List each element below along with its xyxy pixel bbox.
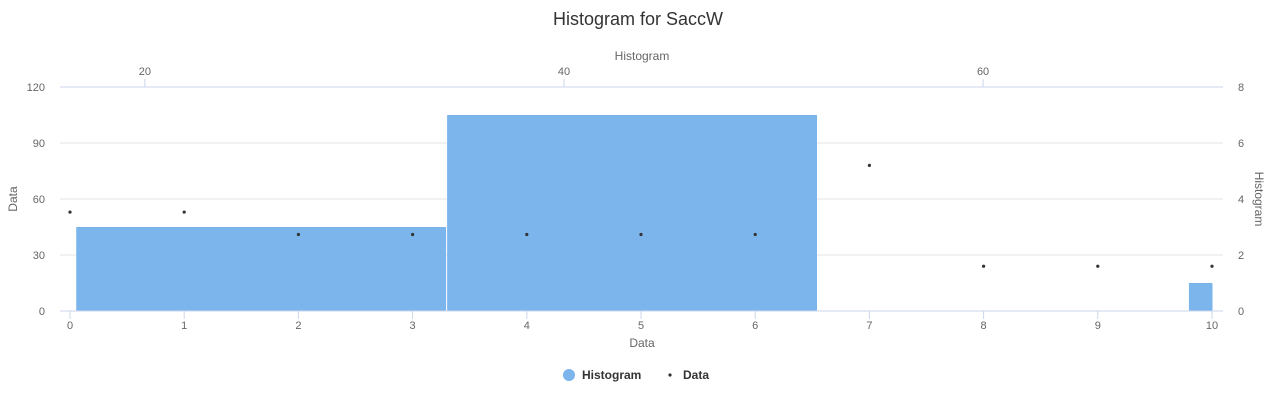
legend-histogram-marker [563,369,575,381]
legend: Histogram Data [563,368,709,382]
histogram-bar [76,227,447,311]
tick-label: 1 [181,320,187,332]
legend-data-label: Data [683,368,709,382]
data-points [68,163,1214,268]
data-point [982,264,986,268]
x-bottom-axis-title: Data [629,336,655,350]
data-point [1210,264,1214,268]
tick-label: 5 [638,320,644,332]
data-point [753,232,757,237]
tick-label: 40 [558,66,570,78]
tick-label: 7 [866,320,872,332]
bottom-axis-ticks: 0 1 2 3 4 5 6 7 8 9 10 [67,311,1218,332]
data-point [296,232,300,237]
tick-label: 2 [295,320,301,332]
data-point [525,232,529,237]
y-left-axis-title: Data [6,186,20,212]
tick-label: 4 [524,320,530,332]
data-point [1096,264,1100,268]
tick-label: 6 [1238,138,1244,150]
right-axis-ticks: 0 2 4 6 8 [1238,82,1244,318]
tick-label: 3 [410,320,416,332]
y-right-axis-title: Histogram [1252,172,1266,227]
x-top-axis-title: Histogram [615,49,670,63]
legend-item-histogram[interactable]: Histogram [563,368,641,382]
data-point [68,210,72,214]
tick-label: 4 [1238,194,1244,206]
tick-label: 6 [752,320,758,332]
tick-label: 8 [1238,82,1244,94]
legend-item-data[interactable]: Data [668,368,709,382]
data-point [411,232,415,237]
histogram-bars [76,115,1213,311]
tick-label: 0 [67,320,73,332]
tick-label: 60 [977,66,989,78]
tick-label: 0 [1238,306,1244,318]
data-point [182,210,186,214]
data-point [639,232,643,237]
tick-label: 10 [1206,320,1218,332]
tick-label: 30 [33,250,45,262]
histogram-bar [1188,283,1213,311]
histogram-bar [447,115,818,311]
top-axis-ticks: 20 40 60 [139,66,989,87]
tick-label: 60 [33,194,45,206]
tick-label: 120 [27,82,45,94]
tick-label: 9 [1095,320,1101,332]
tick-label: 8 [981,320,987,332]
chart-title: Histogram for SaccW [553,9,723,29]
legend-histogram-label: Histogram [582,368,641,382]
left-axis-ticks: 0 30 60 90 120 [27,82,45,318]
tick-label: 90 [33,138,45,150]
tick-label: 2 [1238,250,1244,262]
data-point [867,163,872,167]
tick-label: 0 [39,306,45,318]
tick-label: 20 [139,66,151,78]
legend-data-marker [668,373,672,377]
